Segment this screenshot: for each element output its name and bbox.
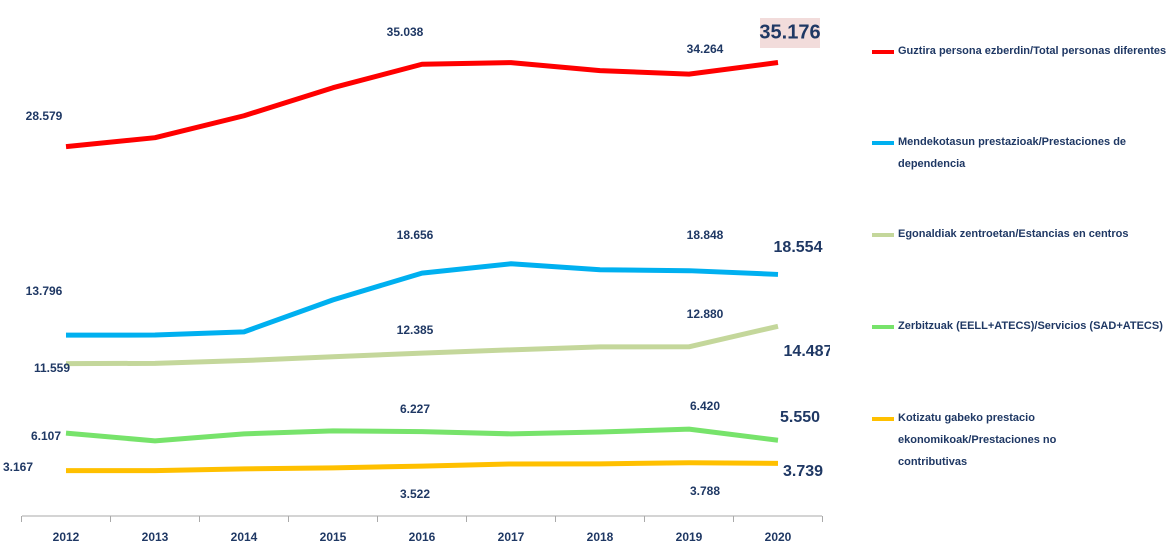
x-tick-label: 2015 bbox=[320, 530, 347, 544]
series-line bbox=[65, 261, 779, 338]
x-tick-label: 2016 bbox=[409, 530, 436, 544]
legend-label: Kotizatu gabeko prestacio ekonomikoak/Pr… bbox=[898, 412, 1057, 468]
x-tick-label: 2013 bbox=[142, 530, 169, 544]
data-label: 3.167 bbox=[3, 460, 33, 474]
data-label: 3.788 bbox=[690, 484, 720, 498]
highlight-box bbox=[760, 18, 820, 48]
data-label: 13.796 bbox=[26, 284, 63, 298]
legend-swatch bbox=[872, 417, 894, 421]
data-label: 6.107 bbox=[31, 429, 61, 443]
legend-item: Mendekotasun prestazioak/Prestaciones de… bbox=[872, 131, 1172, 175]
data-label: 35.176 bbox=[759, 21, 820, 43]
legend-label: Zerbitzuak (EELL+ATECS)/Servicios (SAD+A… bbox=[898, 320, 1163, 332]
data-label: 12.880 bbox=[687, 307, 724, 321]
legend-item: Egonaldiak zentroetan/Estancias en centr… bbox=[872, 223, 1172, 245]
data-label: 3.522 bbox=[400, 487, 430, 501]
legend-swatch bbox=[872, 325, 894, 329]
data-label: 6.227 bbox=[400, 402, 430, 416]
legend-swatch bbox=[872, 50, 894, 54]
legend-label: Mendekotasun prestazioak/Prestaciones de… bbox=[898, 136, 1127, 170]
series-line bbox=[65, 323, 779, 367]
data-label: 34.264 bbox=[687, 42, 724, 56]
data-label: 12.385 bbox=[397, 323, 434, 337]
chart: 2012 2013 2014 2015 2016 2017 2018 2019 2020 28.5… bbox=[3, 18, 833, 544]
legend-item: Guztira persona ezberdin/Total personas … bbox=[872, 40, 1174, 62]
legend-swatch bbox=[872, 233, 894, 237]
series-line bbox=[65, 60, 779, 150]
legend-label: Guztira persona ezberdin/Total personas … bbox=[898, 45, 1167, 57]
data-label: 28.579 bbox=[26, 109, 63, 123]
data-label: 3.739 bbox=[783, 463, 823, 480]
series-line bbox=[65, 426, 779, 444]
data-label: 14.487 bbox=[784, 343, 830, 360]
data-label: 18.848 bbox=[687, 228, 724, 242]
x-tick-label: 2017 bbox=[498, 530, 525, 544]
legend-swatch bbox=[872, 141, 894, 145]
data-label: 5.550 bbox=[780, 409, 820, 426]
legend-item: Kotizatu gabeko prestacio ekonomikoak/Pr… bbox=[872, 407, 1172, 473]
x-tick-label: 2020 bbox=[765, 530, 792, 544]
x-tick-label: 2018 bbox=[587, 530, 614, 544]
legend-item: Zerbitzuak (EELL+ATECS)/Servicios (SAD+A… bbox=[872, 315, 1172, 337]
data-label: 35.038 bbox=[387, 25, 424, 39]
x-tick-label: 2014 bbox=[231, 530, 258, 544]
legend-label: Egonaldiak zentroetan/Estancias en centr… bbox=[898, 228, 1129, 240]
data-label: 6.420 bbox=[690, 399, 720, 413]
data-label: 11.559 bbox=[34, 361, 70, 375]
x-tick-label: 2019 bbox=[676, 530, 703, 544]
series-line bbox=[65, 460, 779, 474]
data-label: 18.554 bbox=[774, 239, 823, 256]
data-label: 18.656 bbox=[397, 228, 434, 242]
x-tick-label: 2012 bbox=[53, 530, 80, 544]
